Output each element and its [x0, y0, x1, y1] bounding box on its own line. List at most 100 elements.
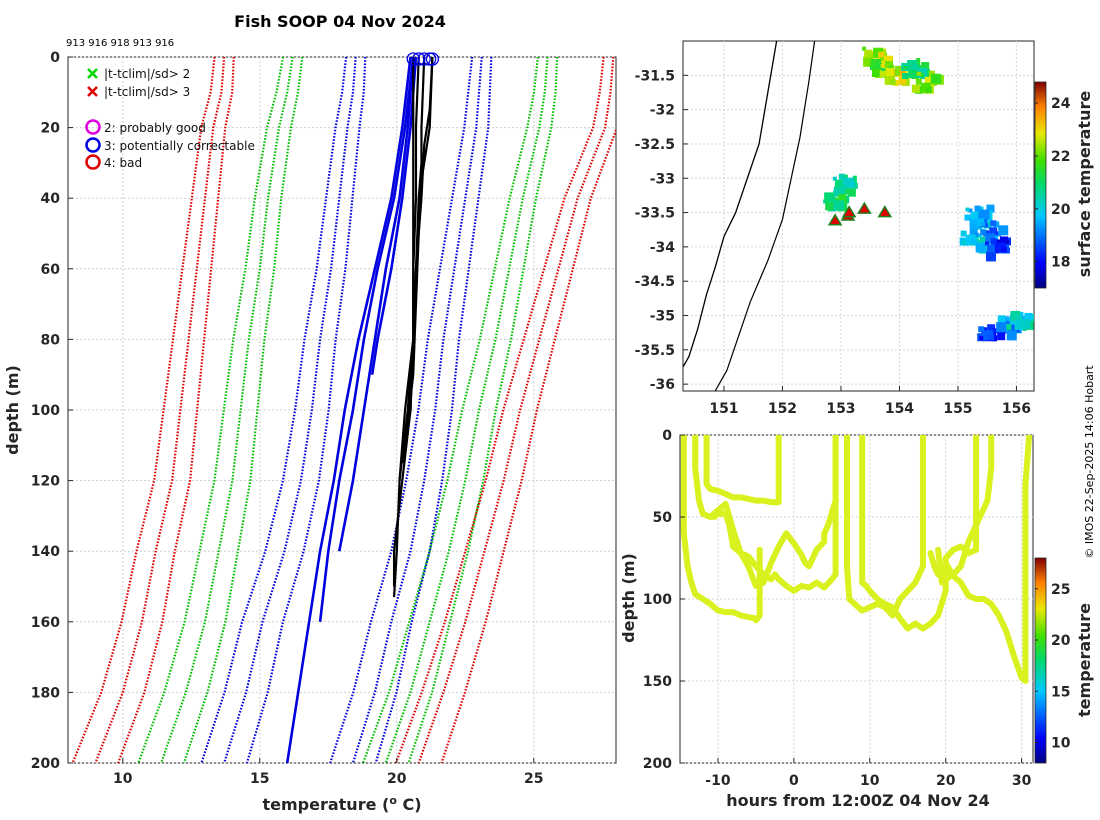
- sst-colorbar: [1034, 81, 1047, 289]
- sst-cell: [974, 232, 979, 237]
- trace-line: [927, 435, 1033, 684]
- blue-3-line: [337, 57, 415, 552]
- trace-y-tick-label: 100: [643, 592, 672, 608]
- trace-y-label: depth (m): [619, 553, 638, 643]
- sst-cell: [979, 336, 984, 341]
- trace-x-label: hours from 12:00Z 04 Nov 24: [726, 791, 989, 810]
- clim-1sd-high-line: [329, 57, 474, 763]
- cbar-tick-label: 10: [1051, 736, 1071, 752]
- y-tick-label: 120: [31, 474, 60, 490]
- sst-cell: [834, 179, 843, 188]
- good-profiles: [392, 57, 434, 598]
- isobath-line: [714, 41, 816, 391]
- sst-cell: [964, 214, 971, 221]
- sst-cell: [889, 78, 896, 85]
- sst-cell: [977, 233, 982, 238]
- trace-x-tick-label: 30: [1012, 773, 1032, 789]
- sst-cell: [990, 220, 997, 227]
- sst-cell: [848, 181, 855, 188]
- map-y-tick-label: -34.5: [635, 274, 675, 290]
- sst-cell: [921, 62, 930, 71]
- clim-1sd-high-line: [351, 57, 483, 763]
- chart-title: Fish SOOP 04 Nov 2024: [234, 12, 446, 31]
- blue-4-line: [370, 57, 418, 375]
- sst-cell: [970, 211, 979, 220]
- sst-cell: [902, 73, 909, 80]
- sst-cell: [975, 242, 986, 253]
- clim-2sd-high-line: [384, 57, 549, 763]
- legend-label: |t-tclim|/sd> 3: [104, 85, 190, 99]
- sst-cell: [1015, 314, 1022, 321]
- map-x-tick-label: 154: [885, 401, 914, 417]
- sst-cell: [1014, 321, 1023, 330]
- sst-cell: [1005, 323, 1012, 330]
- sst-cell: [875, 63, 882, 70]
- clim-2sd-low-line: [160, 57, 294, 763]
- sst-cell: [969, 218, 980, 229]
- sst-cell: [960, 230, 967, 237]
- sst-cell: [903, 66, 908, 71]
- coastline: [683, 41, 778, 368]
- sst-cell: [825, 202, 834, 211]
- map-y-tick-label: -32: [650, 103, 675, 119]
- legend-red-circle-icon: [85, 154, 101, 170]
- map-x-tick-label: 151: [709, 401, 738, 417]
- sst-cell: [908, 70, 917, 79]
- sst-cell: [997, 332, 1006, 341]
- sst-cell: [1004, 240, 1009, 245]
- sst-cell: [1006, 316, 1011, 321]
- cbar-tick-label: 22: [1051, 149, 1070, 165]
- sst-cell: [833, 186, 844, 197]
- sst-cell: [911, 84, 920, 93]
- sst-cell: [885, 67, 894, 76]
- trace-x-tick-label: -10: [705, 773, 731, 789]
- clim-2sd-high-line: [407, 57, 559, 763]
- surface-circle: [425, 52, 440, 66]
- sst-cell: [976, 218, 985, 227]
- sst-cell: [862, 46, 867, 51]
- sst-cell: [999, 236, 1008, 245]
- profile-y-label: depth (m): [3, 365, 22, 455]
- map-x-tick-label: 153: [826, 401, 855, 417]
- sst-cell: [990, 238, 997, 245]
- x-tick-label: 10: [113, 771, 133, 787]
- sst-cell: [883, 55, 894, 66]
- sst-cell: [996, 322, 1007, 333]
- cbar-tick-label: 24: [1051, 96, 1071, 112]
- trace-line: [711, 435, 839, 589]
- temperature-colorbar: [1034, 557, 1047, 764]
- sst-cell: [832, 176, 837, 181]
- y-tick-label: 40: [41, 191, 61, 207]
- trace-line: [844, 435, 926, 619]
- sst-cell: [883, 64, 888, 69]
- surface-flag-circles: [406, 52, 440, 66]
- sst-cell: [843, 198, 848, 203]
- profile-x-ticks: 10 15 20 25: [113, 758, 544, 787]
- legend-item-correctable: 3: potentially correctable: [85, 137, 255, 153]
- surface-circle: [406, 52, 420, 66]
- sst-cell: [998, 225, 1009, 236]
- black-5-line: [401, 57, 434, 464]
- x-tick-label: 25: [524, 771, 543, 787]
- profile-x-label: temperature (o C): [262, 794, 421, 814]
- station-triangle: [827, 213, 843, 226]
- map-y-tick-label: -31.5: [635, 68, 675, 84]
- x-tick-label: 20: [387, 771, 407, 787]
- legend-item-probably-good: 2: probably good: [85, 119, 206, 135]
- trace-line: [703, 435, 782, 506]
- map-y-tick-label: -33.5: [635, 206, 675, 222]
- sst-cell: [884, 61, 893, 70]
- cbar-tick-label: 20: [1051, 633, 1071, 649]
- sst-cell: [979, 236, 988, 245]
- coastline-and-isobath: [683, 41, 816, 391]
- clim-3sd-high-line: [417, 57, 615, 763]
- y-tick-label: 160: [31, 615, 60, 631]
- sst-cell: [1005, 320, 1010, 325]
- sst-cell: [924, 76, 933, 85]
- sst-cell: [985, 233, 996, 244]
- clim-1sd-low-line: [200, 57, 348, 763]
- sst-cell: [839, 183, 844, 188]
- climatology-bounds: [71, 57, 616, 763]
- trace-x-tick-label: 10: [860, 773, 880, 789]
- profile-grid: [68, 56, 616, 764]
